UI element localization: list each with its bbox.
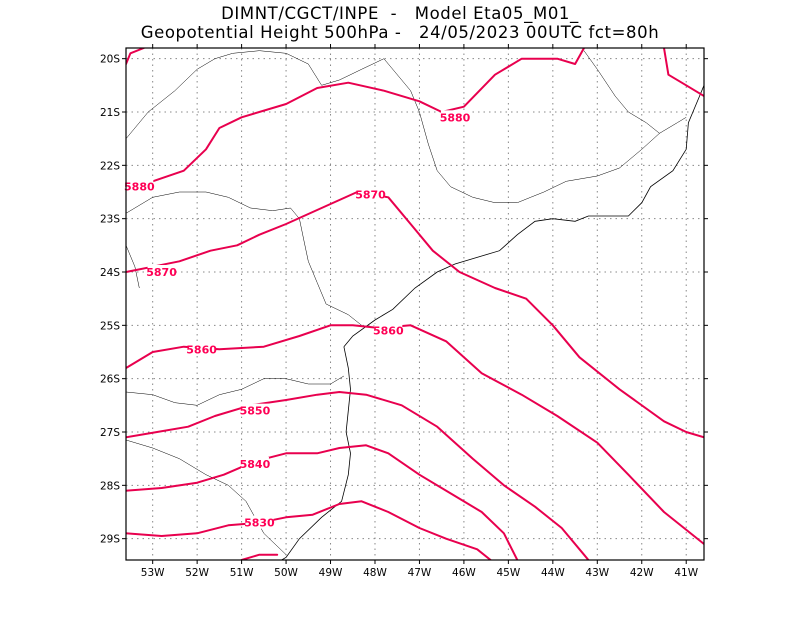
- lat-tick-label: 20S: [100, 54, 120, 66]
- lat-tick-label: 23S: [100, 214, 120, 226]
- lat-tick-label: 25S: [100, 320, 120, 332]
- plot-frame: [125, 47, 705, 561]
- contour-5840: [126, 444, 519, 560]
- lat-tick-label: 28S: [100, 480, 120, 492]
- lat-tick-label: 26S: [100, 374, 120, 386]
- contour-label: 5870: [355, 189, 386, 202]
- title-line-2: Geopotential Height 500hPa - 24/05/2023 …: [140, 23, 660, 42]
- contour-label-bg: [147, 265, 176, 278]
- contour-5860: [126, 324, 704, 545]
- lon-tick-label: 43W: [585, 567, 609, 579]
- contour-label: 5870: [146, 266, 177, 279]
- coastline: [281, 346, 351, 560]
- state-border: [583, 50, 660, 134]
- state-border: [321, 58, 687, 203]
- state-border: [126, 50, 322, 139]
- lon-tick-label: 41W: [674, 567, 698, 579]
- lon-tick-label: 42W: [630, 567, 654, 579]
- state-border: [126, 245, 140, 289]
- lon-tick-label: 47W: [408, 567, 432, 579]
- lon-tick-label: 52W: [185, 567, 209, 579]
- contour-label: 5840: [240, 458, 271, 471]
- lat-tick-label: 29S: [100, 534, 120, 546]
- contour-label: 5860: [186, 343, 217, 356]
- lon-tick-label: 53W: [141, 567, 165, 579]
- lon-tick-label: 50W: [274, 567, 298, 579]
- contour-label: 5850: [240, 405, 271, 418]
- contour-label-bg: [374, 323, 403, 337]
- state-border: [126, 191, 362, 326]
- contour-5830: [126, 500, 492, 560]
- lat-tick-label: 21S: [100, 107, 120, 119]
- lat-tick-label: 27S: [100, 427, 120, 439]
- contour-label: 5830: [244, 517, 275, 530]
- contour-label-bg: [441, 110, 470, 124]
- contour-5830: [240, 553, 279, 560]
- lon-tick-label: 46W: [452, 567, 476, 579]
- grid-lines: [126, 48, 704, 560]
- lat-tick-label: 22S: [100, 160, 120, 172]
- contour-layer: [126, 48, 704, 560]
- lon-tick-label: 51W: [230, 567, 254, 579]
- contour-label-bg: [125, 179, 154, 193]
- map-title: DIMNT/CGCT/INPE - Model Eta05_M01_ Geopo…: [0, 4, 800, 42]
- axis-ticks: 53W 52W 51W 50W 49W 48W 47W 46W 45W 44W 43W 42W 41W 2…: [100, 44, 708, 579]
- contour-label-bg: [245, 515, 274, 529]
- contour-label: 5860: [373, 325, 404, 338]
- contour-label-bg: [356, 187, 385, 201]
- coastline: [343, 85, 704, 347]
- lat-tick-label: 24S: [100, 267, 120, 279]
- contour-label: 5880: [440, 111, 471, 124]
- contour-label: 5880: [124, 181, 155, 194]
- contour-label-bg: [240, 457, 269, 470]
- lon-tick-label: 49W: [319, 567, 343, 579]
- contour-5880: [663, 48, 704, 97]
- contour-5880: [126, 48, 585, 188]
- state-border: [126, 375, 345, 406]
- title-line-1: DIMNT/CGCT/INPE - Model Eta05_M01_: [221, 4, 579, 23]
- contour-5850: [126, 391, 590, 560]
- lon-tick-label: 44W: [541, 567, 565, 579]
- contour-label-bg: [240, 403, 269, 417]
- contour-5880: [126, 48, 145, 65]
- contour-5870: [126, 191, 704, 439]
- lon-tick-label: 45W: [496, 567, 520, 579]
- coastline-layer: [126, 50, 704, 560]
- contour-label-layer: 5880 5880 5870 5870 5860 5860 5850 5840 5830: [124, 110, 471, 530]
- lon-tick-label: 48W: [363, 567, 387, 579]
- contour-label-bg: [187, 342, 216, 356]
